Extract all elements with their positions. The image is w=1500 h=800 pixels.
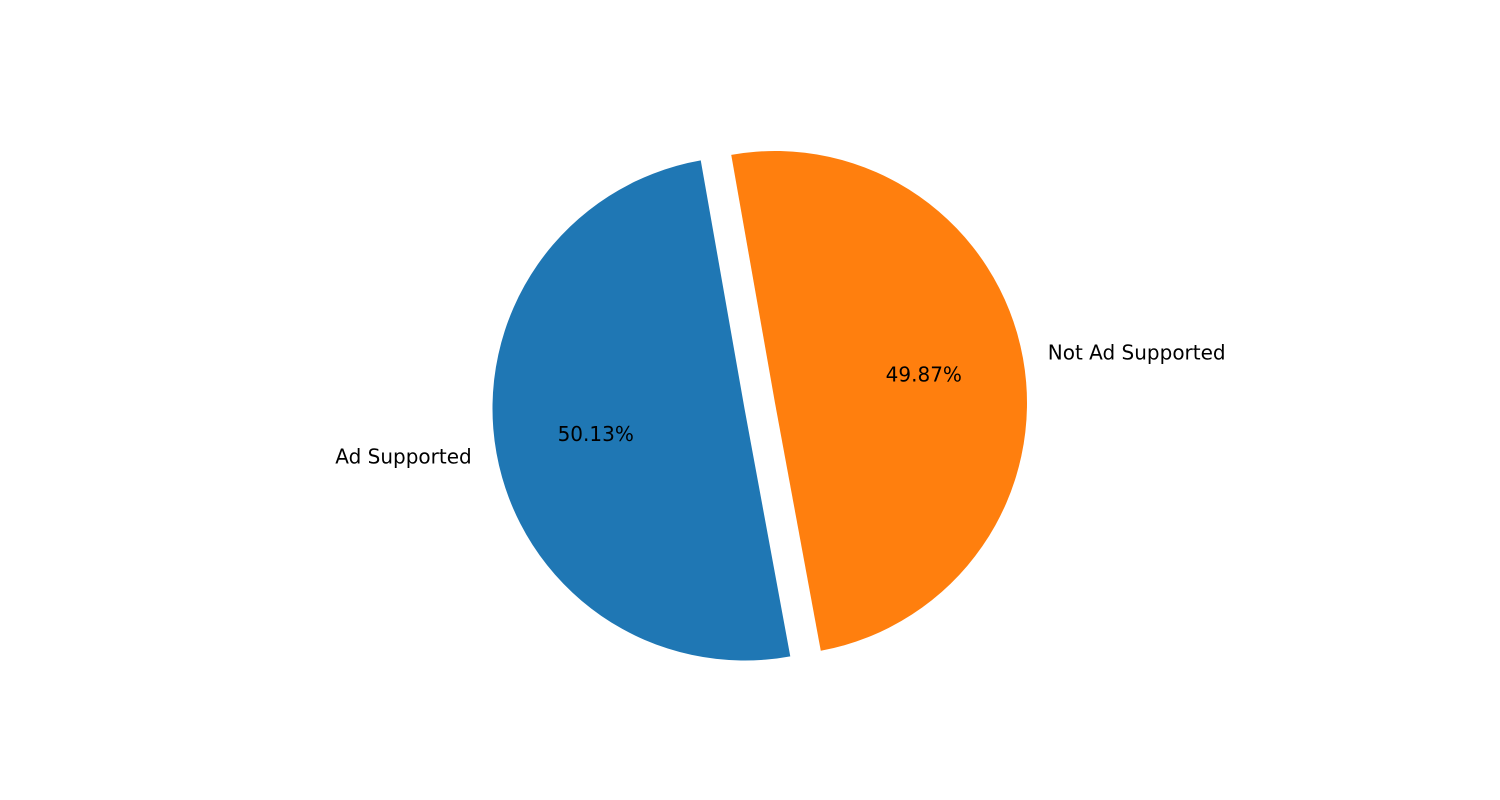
slice-label-not-ad-supported: Not Ad Supported [1048,340,1226,364]
pie-slice-not-ad-supported [731,151,1027,651]
slice-pct-ad-supported: 50.13% [558,422,634,446]
slice-pct-not-ad-supported: 49.87% [886,363,962,387]
slice-label-ad-supported: Ad Supported [335,444,471,468]
slices-layer [492,151,1027,661]
labels-layer: Ad Supported 50.13% Not Ad Supported 49.… [335,340,1225,468]
pie-slice-ad-supported [492,160,791,661]
